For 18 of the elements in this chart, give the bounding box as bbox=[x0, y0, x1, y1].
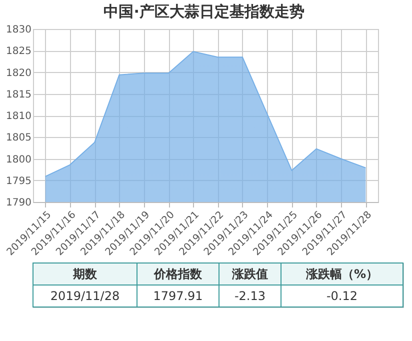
text: 期数 bbox=[72, 267, 98, 281]
text: 涨跌值 bbox=[231, 267, 268, 281]
y-tick-label: 1825 bbox=[6, 46, 32, 58]
y-tick-label: 1800 bbox=[6, 154, 32, 166]
text: 涨跌幅（%） bbox=[304, 267, 378, 281]
text: 1797.91 bbox=[153, 289, 203, 303]
text: 2019/11/28 bbox=[50, 289, 120, 303]
y-tick-label: 1790 bbox=[6, 198, 32, 208]
y-tick-label: 1820 bbox=[6, 68, 32, 79]
text: 价格指数 bbox=[153, 267, 203, 281]
text: -0.12 bbox=[326, 289, 358, 303]
text: -2.13 bbox=[234, 289, 266, 303]
y-tick-label: 1830 bbox=[6, 24, 32, 36]
chart-title: 中国·产区大蒜日定基指数走势 bbox=[104, 2, 304, 20]
y-tick-label: 1815 bbox=[6, 89, 32, 100]
y-tick-label: 1805 bbox=[6, 132, 32, 144]
y-tick-label: 1810 bbox=[6, 111, 32, 122]
y-tick-label: 1795 bbox=[6, 176, 32, 187]
